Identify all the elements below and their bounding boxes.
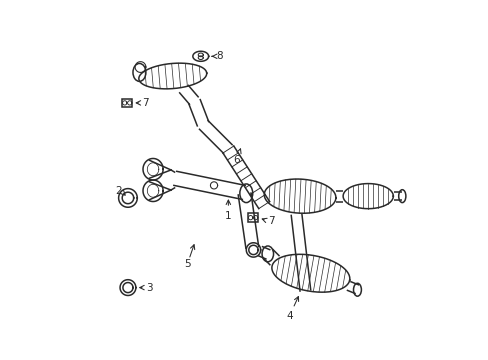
- Bar: [247, 213, 258, 222]
- Text: 5: 5: [183, 259, 190, 269]
- Text: 3: 3: [146, 283, 152, 293]
- Text: 6: 6: [232, 149, 241, 165]
- Text: 4: 4: [285, 297, 298, 321]
- Text: 7: 7: [267, 216, 274, 226]
- Bar: [122, 99, 132, 107]
- Text: 7: 7: [142, 98, 149, 108]
- Text: 2: 2: [115, 186, 122, 196]
- Text: 1: 1: [224, 200, 231, 221]
- Text: 8: 8: [216, 51, 222, 61]
